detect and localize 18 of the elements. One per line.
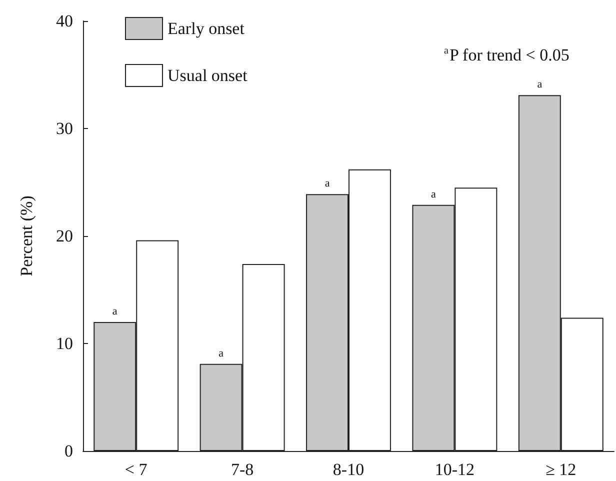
- annotation: a: [431, 188, 436, 200]
- y-tick-label: 0: [64, 442, 73, 460]
- x-tick-label: 7-8: [230, 460, 254, 479]
- y-tick-label: 40: [56, 12, 73, 30]
- annotation: a: [537, 78, 542, 91]
- x-tick-label: ≥ 12: [546, 460, 576, 479]
- annotation: a: [218, 347, 224, 360]
- legend-label: Early onset: [168, 19, 245, 38]
- legend-label: Usual onset: [168, 66, 248, 85]
- y-tick-label: 30: [56, 119, 73, 138]
- annotation: a: [112, 306, 118, 318]
- x-tick-label: 8-10: [332, 460, 364, 479]
- y-tick-label: 20: [56, 226, 73, 246]
- y-tick-label: 10: [56, 334, 73, 353]
- x-tick-label: 10-12: [434, 460, 475, 479]
- annotation: a: [324, 178, 330, 190]
- y-axis-title: Percent (%): [17, 196, 36, 276]
- x-tick-label: < 7: [124, 460, 148, 479]
